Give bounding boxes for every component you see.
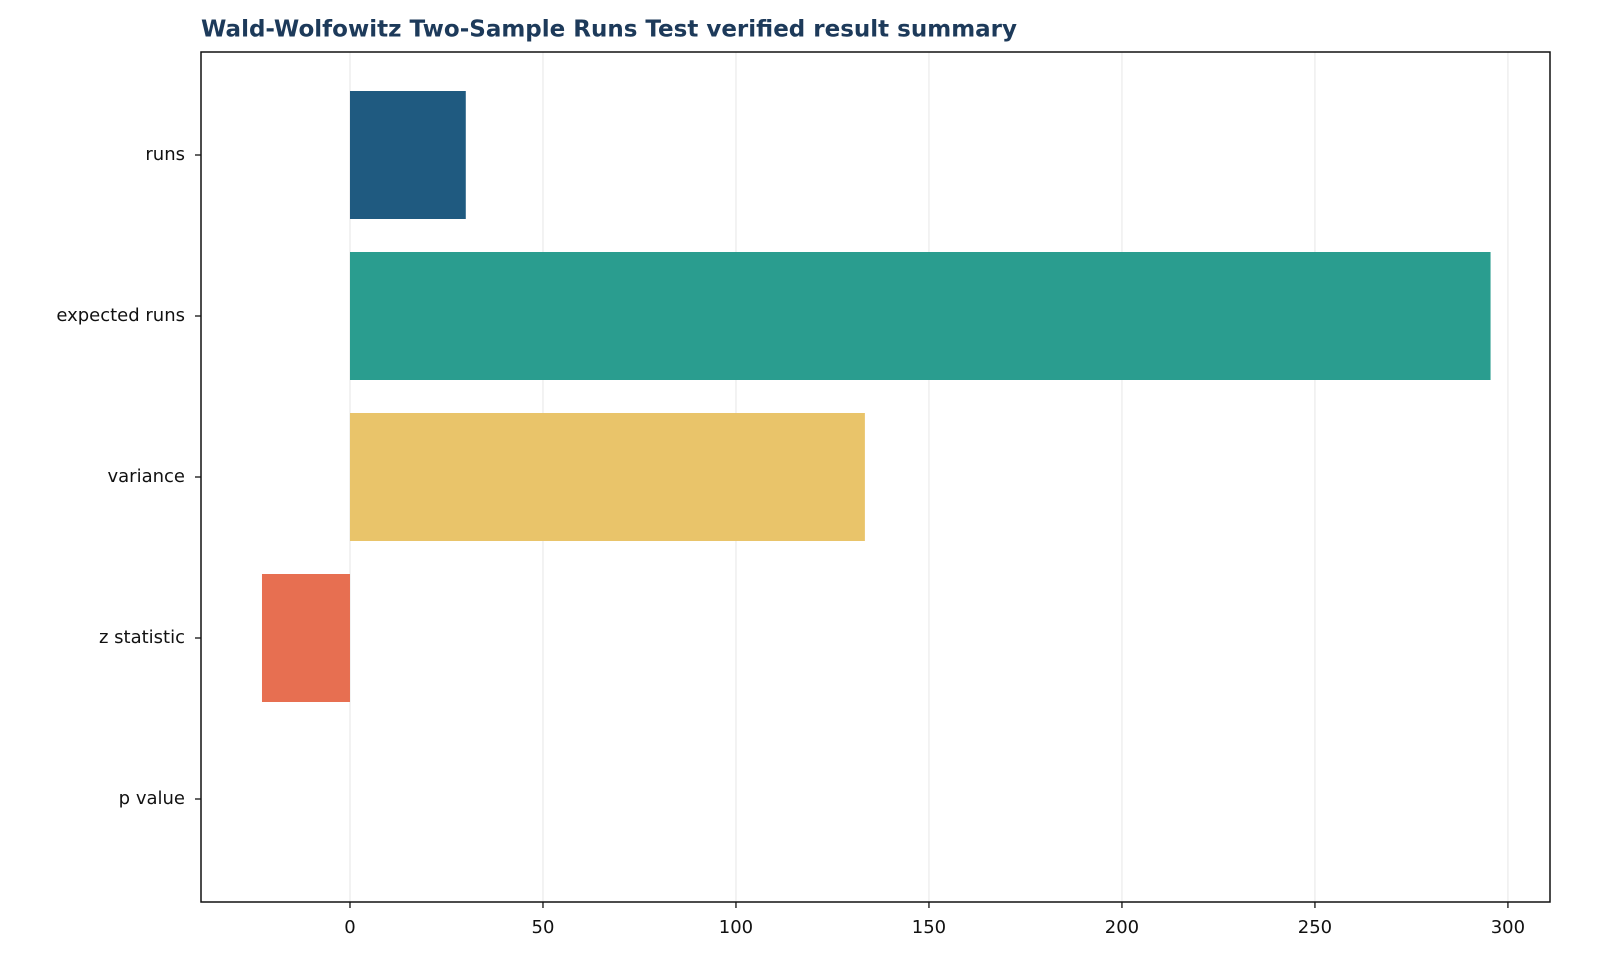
- x-tick-label: 250: [1298, 917, 1332, 938]
- bar: [349, 91, 466, 219]
- x-tick-label: 300: [1491, 917, 1525, 938]
- bar: [349, 252, 1491, 380]
- x-tick-label: 200: [1105, 917, 1139, 938]
- plot-frame: [200, 51, 1551, 903]
- bar: [261, 574, 350, 702]
- y-tick-label: p value: [119, 788, 185, 809]
- y-tick-label: runs: [145, 144, 185, 165]
- y-tick-label: variance: [108, 466, 186, 487]
- y-tick-label: z statistic: [99, 627, 185, 648]
- x-tick-label: 150: [912, 917, 946, 938]
- chart-title: Wald-Wolfowitz Two-Sample Runs Test veri…: [201, 17, 1017, 43]
- x-tick-label: 0: [344, 917, 355, 938]
- bar: [349, 413, 865, 541]
- x-tick-label: 100: [719, 917, 753, 938]
- y-tick-label: expected runs: [56, 305, 185, 326]
- x-tick-label: 50: [532, 917, 555, 938]
